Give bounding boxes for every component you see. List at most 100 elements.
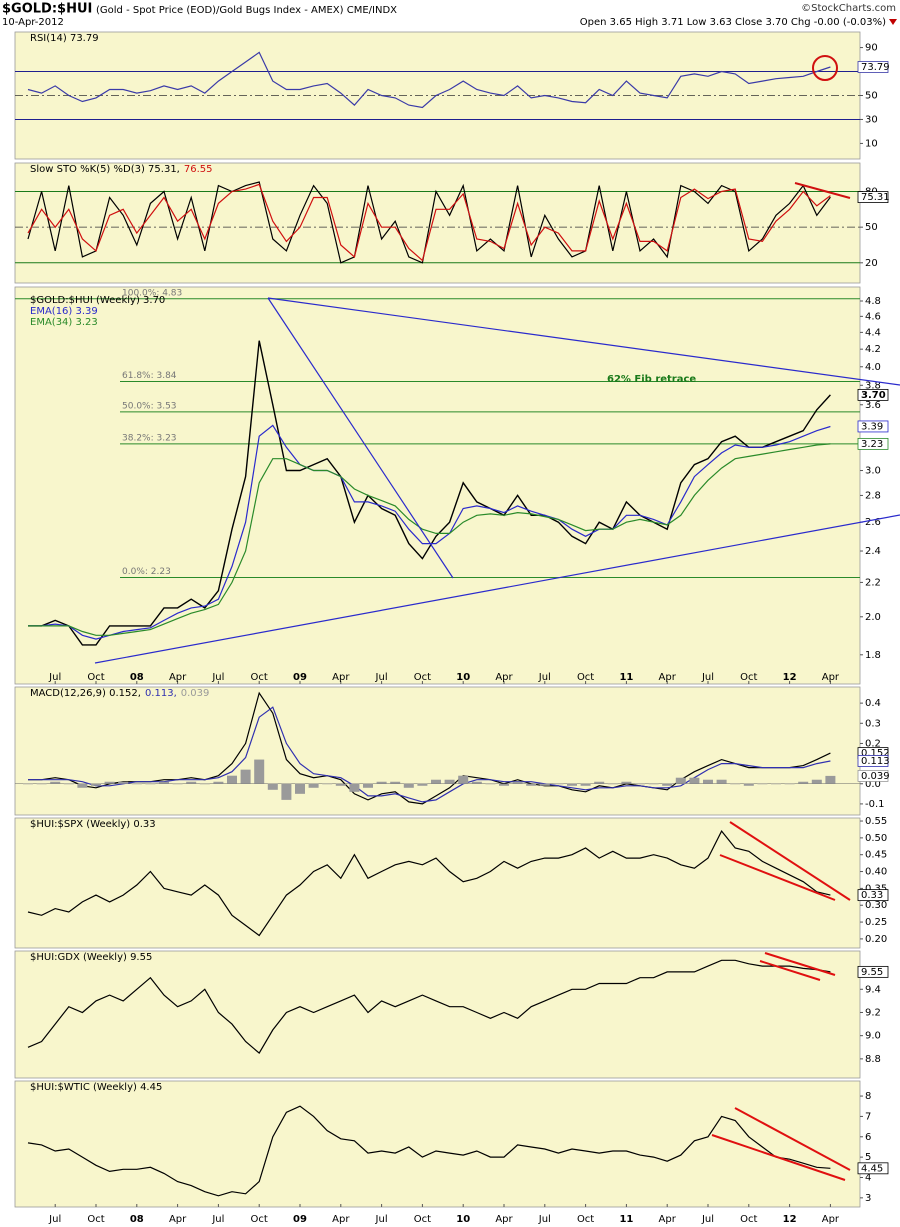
highlight-circle — [812, 55, 838, 81]
x-tick-label: Apr — [495, 672, 513, 683]
histogram-bar — [376, 781, 387, 784]
x-tick-label: Oct — [740, 1214, 757, 1225]
histogram-bar — [594, 781, 605, 784]
histogram-bar — [104, 781, 115, 784]
histogram-bar — [485, 783, 496, 785]
last-value-box — [857, 437, 889, 450]
x-tick-label: Apr — [332, 1214, 350, 1225]
last-value-label: 3.23 — [861, 439, 883, 450]
trend-line — [764, 952, 836, 976]
trend-line — [94, 514, 900, 664]
legend-entry: EMA(34) 3.23 — [30, 317, 98, 328]
x-tick-label: Jul — [211, 1214, 224, 1225]
histogram-bar — [267, 783, 278, 790]
histogram-bar — [77, 783, 88, 788]
y-tick-label: 5 — [865, 1152, 871, 1163]
fib-label: 61.8%: 3.84 — [122, 371, 177, 381]
histogram-bar — [131, 783, 142, 785]
legend-entry: EMA(16) 3.39 — [30, 306, 98, 317]
x-tick-label: 10 — [456, 672, 470, 683]
y-tick-label: 1.8 — [865, 650, 881, 661]
trend-line — [729, 821, 851, 901]
histogram-bar — [703, 779, 713, 784]
x-tick-label: 10 — [456, 1214, 470, 1225]
last-value-box — [857, 191, 889, 203]
panel-background — [14, 162, 861, 284]
histogram-bar — [458, 775, 469, 784]
histogram-bar — [825, 775, 836, 784]
x-tick-label: Apr — [659, 1214, 677, 1225]
y-tick-label: 4.4 — [865, 327, 881, 338]
histogram-bar — [118, 781, 129, 784]
x-tick-label: Jul — [48, 672, 61, 683]
x-tick-label: Jul — [701, 672, 714, 683]
x-tick-label: Oct — [577, 1214, 594, 1225]
fib-label: 38.2%: 3.23 — [122, 433, 177, 443]
series-line — [28, 424, 831, 640]
histogram-bar — [322, 783, 333, 785]
x-tick-label: Oct — [740, 672, 757, 683]
y-tick-label: 0.2 — [865, 738, 881, 749]
series-line — [27, 51, 831, 109]
panel-background — [14, 686, 861, 816]
series-line — [28, 443, 831, 636]
last-value-box — [857, 388, 889, 401]
x-tick-label: 09 — [293, 1214, 307, 1225]
y-tick-label: 50 — [865, 222, 878, 233]
last-value-box — [857, 755, 889, 767]
y-tick-label: 2.4 — [865, 546, 881, 557]
histogram-bar — [431, 779, 441, 784]
fib-label: 50.0%: 3.53 — [122, 401, 177, 411]
x-tick-label: 09 — [293, 672, 307, 683]
histogram-bar — [811, 779, 822, 784]
x-tick-label: Jul — [375, 672, 388, 683]
y-tick-label: 0.55 — [865, 816, 887, 827]
description: (Gold - Spot Price (EOD)/Gold Bugs Index… — [96, 5, 397, 16]
legend-entry: RSI(14) 73.79 — [30, 33, 99, 44]
histogram-bar — [580, 783, 591, 786]
legend-entry: Slow STO %K(5) %D(3) 75.31, — [30, 164, 180, 175]
y-tick-label: 3 — [865, 1193, 871, 1204]
histogram-bar — [716, 779, 727, 784]
series-line — [27, 1105, 831, 1197]
histogram-bar — [675, 777, 686, 784]
legend-entry: $HUI:$SPX (Weekly) 0.33 — [30, 819, 156, 830]
x-tick-label: Apr — [332, 672, 350, 683]
y-tick-label: 2.0 — [865, 612, 881, 623]
x-tick-label: Jul — [211, 672, 224, 683]
histogram-bar — [186, 781, 197, 784]
y-tick-label: 50 — [865, 91, 878, 102]
histogram-bar — [553, 783, 564, 785]
y-tick-label: 3.0 — [865, 466, 881, 477]
last-value-label: 0.113 — [861, 756, 890, 767]
histogram-bar — [512, 781, 523, 784]
histogram-bar — [295, 783, 305, 794]
trend-line — [734, 1107, 851, 1171]
panel-background — [14, 1080, 861, 1208]
x-tick-label: 11 — [619, 672, 633, 683]
histogram-bar — [349, 783, 360, 792]
y-tick-label: 10 — [865, 138, 878, 149]
legend-entry: $HUI:$WTIC (Weekly) 4.45 — [30, 1082, 162, 1093]
symbol: $GOLD:$HUI — [2, 2, 92, 17]
x-tick-label: Apr — [495, 1214, 513, 1225]
histogram-bar — [798, 781, 809, 784]
histogram-bar — [363, 783, 373, 788]
y-tick-label: 0.50 — [865, 833, 887, 844]
histogram-bar — [444, 779, 455, 784]
y-tick-label: 0.35 — [865, 883, 887, 894]
last-value-label: 3.70 — [861, 390, 886, 401]
trend-line — [794, 182, 851, 199]
y-tick-label: 9.2 — [865, 1007, 881, 1018]
x-tick-label: Apr — [659, 672, 677, 683]
panel-background — [14, 286, 861, 685]
last-value-label: 0.039 — [861, 771, 890, 782]
legend-entry: 0.039 — [181, 688, 210, 699]
x-tick-label: 11 — [619, 1214, 633, 1225]
date: 10-Apr-2012 — [2, 17, 64, 28]
y-tick-label: 8 — [865, 1091, 871, 1102]
last-value-label: 3.39 — [861, 421, 883, 432]
fib-label: 0.0%: 2.23 — [122, 567, 171, 577]
